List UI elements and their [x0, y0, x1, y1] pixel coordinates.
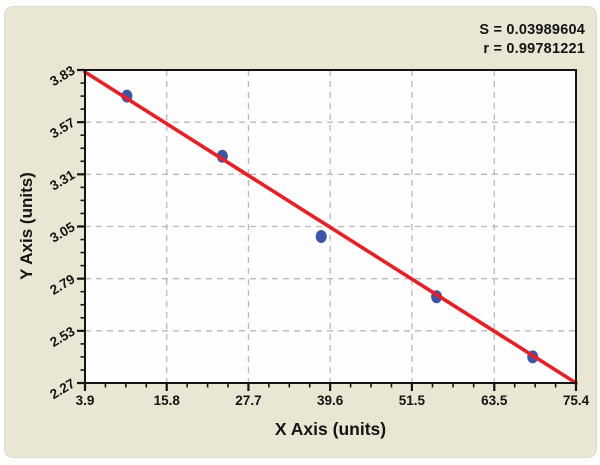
- x-tick-label: 3.9: [76, 393, 95, 408]
- y-tick-label: 3.31: [47, 167, 78, 194]
- x-tick-label: 27.7: [235, 393, 261, 408]
- x-axis-title: X Axis (units): [274, 419, 387, 439]
- y-tick-label: 2.79: [47, 271, 77, 297]
- fit-line: [83, 70, 578, 385]
- x-tick-label: 75.4: [563, 393, 590, 408]
- y-tick-label: 3.57: [47, 115, 77, 141]
- stat-s-value: S = 0.03989604: [479, 22, 585, 38]
- y-tick-label: 2.27: [47, 376, 77, 402]
- y-tick-label: 2.53: [47, 323, 78, 350]
- x-tick-label: 63.5: [481, 393, 508, 408]
- y-axis-title: Y Axis (units): [17, 172, 36, 280]
- x-tick-label: 51.5: [399, 393, 426, 408]
- x-tick-label: 39.6: [317, 393, 344, 408]
- y-tick-label: 3.05: [47, 219, 78, 246]
- data-point: [315, 230, 327, 244]
- x-tick-label: 15.8: [154, 393, 181, 408]
- fit-statistics: S = 0.03989604 r = 0.99781221: [479, 21, 585, 59]
- y-tick-label: 3.83: [47, 62, 78, 89]
- stat-r-value: r = 0.99781221: [483, 41, 585, 57]
